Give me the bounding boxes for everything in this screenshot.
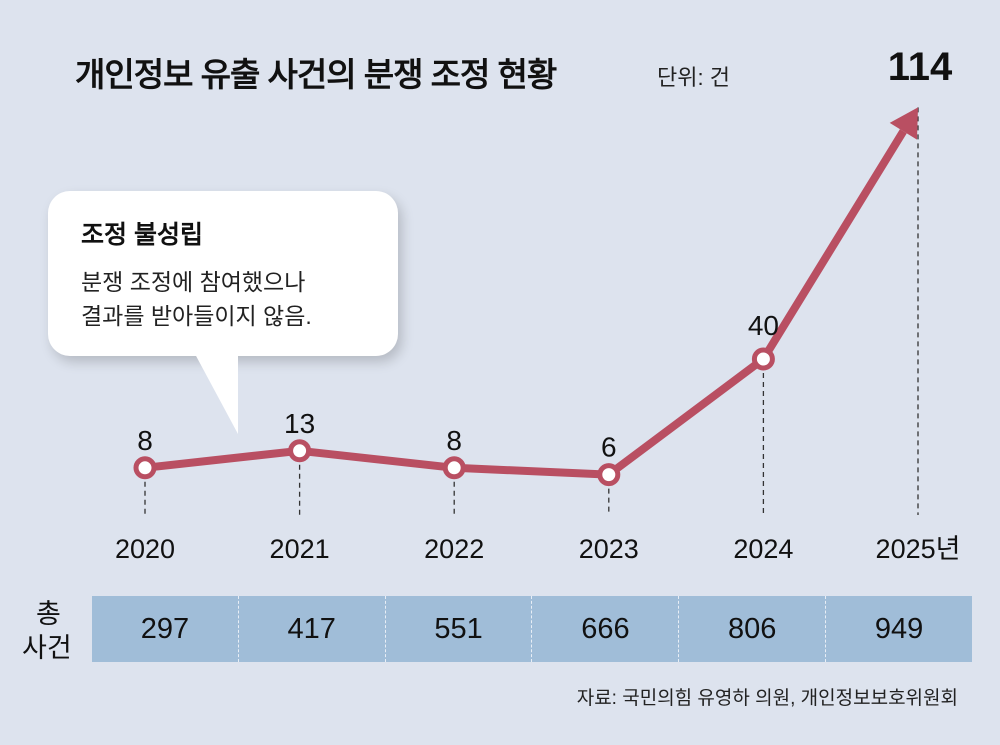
data-point xyxy=(133,456,157,480)
total-cell: 417 xyxy=(239,596,386,662)
data-label: 40 xyxy=(748,310,779,341)
data-label: 6 xyxy=(601,432,617,463)
chart-title: 개인정보 유출 사건의 분쟁 조정 현황 xyxy=(75,56,557,93)
data-label: 8 xyxy=(446,425,462,456)
totals-label: 사건 xyxy=(22,633,72,663)
total-cell: 949 xyxy=(874,612,924,645)
totals-table: 297 417 551 666 806 949 xyxy=(92,596,972,662)
callout-heading: 조정 불성립 xyxy=(81,221,203,249)
data-label: 114 xyxy=(888,45,953,89)
x-tick-label: 2022 xyxy=(424,534,484,564)
total-cell: 666 xyxy=(532,596,680,662)
callout-line: 분쟁 조정에 참여했으나 xyxy=(81,269,306,295)
data-point xyxy=(597,463,621,487)
data-point xyxy=(288,439,312,463)
unit-label: 단위: 건 xyxy=(657,65,730,90)
data-point xyxy=(751,347,775,371)
series-line xyxy=(144,129,907,479)
totals-label: 총 xyxy=(36,599,61,629)
data-label: 13 xyxy=(284,408,315,439)
source-note: 자료: 국민의힘 유영하 의원, 개인정보보호위원회 xyxy=(576,688,958,709)
callout-bubble: 조정 불성립 분쟁 조정에 참여했으나 결과를 받아들이지 않음. xyxy=(48,191,398,356)
total-cell: 297 xyxy=(92,596,239,662)
x-tick-label: 2021 xyxy=(270,534,330,564)
total-cell: 806 xyxy=(679,596,827,662)
callout-line: 결과를 받아들이지 않음. xyxy=(81,303,312,329)
arrow-head xyxy=(889,107,918,140)
data-label: 8 xyxy=(137,425,153,456)
data-point xyxy=(442,456,466,480)
x-tick-label: 2023 xyxy=(579,534,639,564)
x-tick-label: 2024 xyxy=(733,534,793,564)
x-tick-label: 2025년 xyxy=(876,534,961,564)
x-tick-label: 2020 xyxy=(115,534,175,564)
total-cell: 551 xyxy=(386,596,533,662)
